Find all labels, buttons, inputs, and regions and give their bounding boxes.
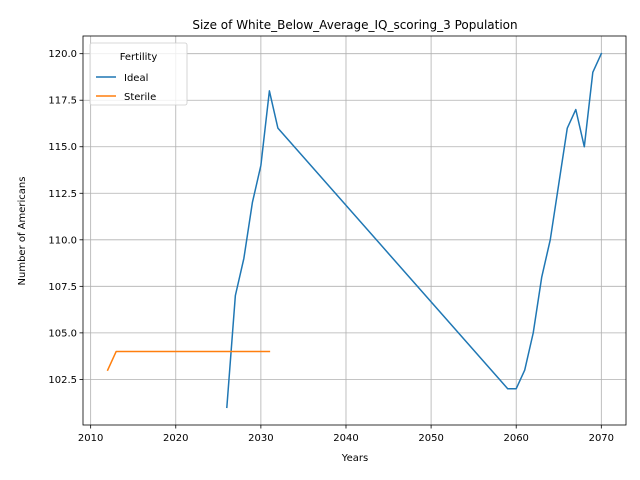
y-tick-label: 120.0 <box>48 49 77 60</box>
x-tick-label: 2070 <box>589 433 614 444</box>
legend-label-ideal: Ideal <box>124 73 148 84</box>
x-tick-label: 2020 <box>163 433 188 444</box>
x-tick-label: 2050 <box>418 433 443 444</box>
y-tick-label: 107.5 <box>48 282 77 293</box>
y-axis-label: Number of Americans <box>17 177 28 286</box>
x-tick-label: 2010 <box>78 433 103 444</box>
y-tick-label: 102.5 <box>48 375 77 386</box>
legend-entries: Ideal Sterile <box>96 73 156 103</box>
chart-title: Size of White_Below_Average_IQ_scoring_3… <box>192 18 517 32</box>
axes-frame <box>82 35 627 426</box>
y-tick-label: 115.0 <box>48 142 77 153</box>
x-axis-ticks: 2010 2020 2030 2040 2050 2060 2070 <box>78 425 614 444</box>
legend-box <box>89 42 188 106</box>
legend-label-sterile: Sterile <box>124 92 156 103</box>
y-tick-label: 110.0 <box>48 235 77 246</box>
legend: Fertility Ideal Sterile <box>89 42 188 106</box>
x-tick-label: 2060 <box>503 433 528 444</box>
series-line-ideal <box>226 52 603 409</box>
legend-title: Fertility <box>120 52 158 63</box>
series-lines <box>106 52 603 409</box>
x-axis-label: Years <box>341 453 368 464</box>
y-axis-ticks: 102.5 105.0 107.5 110.0 112.5 115.0 117.5 120.0 <box>48 49 83 386</box>
grid <box>83 36 626 425</box>
x-tick-label: 2030 <box>248 433 273 444</box>
y-tick-label: 105.0 <box>48 328 77 339</box>
x-tick-label: 2040 <box>333 433 358 444</box>
y-tick-label: 112.5 <box>48 189 77 200</box>
series-line-sterile <box>106 350 271 372</box>
y-tick-label: 117.5 <box>48 96 77 107</box>
